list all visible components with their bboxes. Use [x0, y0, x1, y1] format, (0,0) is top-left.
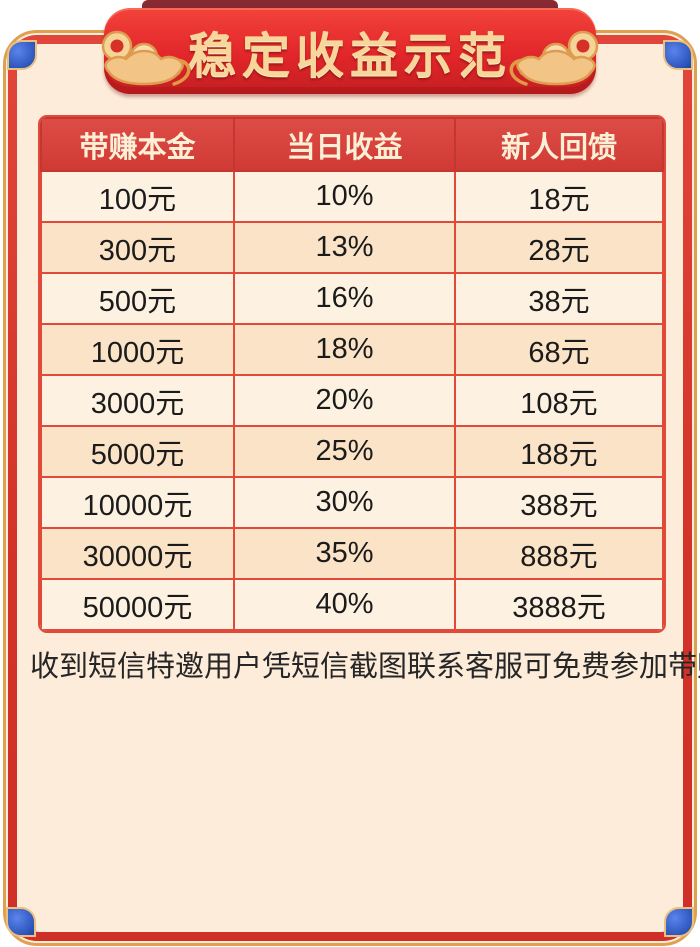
earnings-table: 带赚本金 当日收益 新人回馈 100元 10% 18元 300元 13% 28元… — [38, 115, 666, 633]
table-row: 10000元 30% 388元 — [40, 476, 664, 529]
cell-rate: 13% — [233, 221, 456, 274]
cell-rate: 25% — [233, 425, 456, 478]
col-header-principal: 带赚本金 — [40, 117, 235, 172]
cell-rate: 10% — [233, 170, 456, 223]
title-banner: 稳定收益示范 — [50, 0, 650, 108]
col-header-daily-return: 当日收益 — [233, 117, 456, 172]
cell-bonus: 3888元 — [454, 578, 664, 631]
table-header-row: 带赚本金 当日收益 新人回馈 — [40, 117, 664, 172]
cell-principal: 300元 — [40, 221, 235, 274]
table-row: 1000元 18% 68元 — [40, 323, 664, 376]
corner-leaf-ornament — [6, 907, 36, 937]
cell-rate: 20% — [233, 374, 456, 427]
cell-principal: 5000元 — [40, 425, 235, 478]
cell-principal: 10000元 — [40, 476, 235, 529]
table-row: 300元 13% 28元 — [40, 221, 664, 274]
cell-principal: 3000元 — [40, 374, 235, 427]
banner-plate: 稳定收益示范 — [104, 8, 596, 94]
table-row: 5000元 25% 188元 — [40, 425, 664, 478]
cell-bonus: 28元 — [454, 221, 664, 274]
corner-leaf-ornament — [664, 907, 694, 937]
gold-ingot-icon — [101, 30, 191, 86]
cell-principal: 100元 — [40, 170, 235, 223]
cell-bonus: 18元 — [454, 170, 664, 223]
cell-bonus: 188元 — [454, 425, 664, 478]
banner-title: 稳定收益示范 — [187, 30, 512, 83]
cell-rate: 35% — [233, 527, 456, 580]
cell-principal: 1000元 — [40, 323, 235, 376]
gold-ingot-icon — [509, 30, 599, 86]
table-row: 30000元 35% 888元 — [40, 527, 664, 580]
cell-bonus: 888元 — [454, 527, 664, 580]
cell-principal: 30000元 — [40, 527, 235, 580]
cell-rate: 30% — [233, 476, 456, 529]
table-row: 500元 16% 38元 — [40, 272, 664, 325]
cell-bonus: 38元 — [454, 272, 664, 325]
cell-rate: 16% — [233, 272, 456, 325]
cell-rate: 40% — [233, 578, 456, 631]
footnote: 收到短信特邀用户凭短信截图联系客服可免费参加带赚。 — [30, 651, 700, 683]
col-header-newcomer-bonus: 新人回馈 — [454, 117, 664, 172]
cell-principal: 500元 — [40, 272, 235, 325]
table-row: 50000元 40% 3888元 — [40, 578, 664, 631]
cell-rate: 18% — [233, 323, 456, 376]
corner-leaf-ornament — [663, 40, 693, 70]
cell-bonus: 388元 — [454, 476, 664, 529]
cell-principal: 50000元 — [40, 578, 235, 631]
table-row: 100元 10% 18元 — [40, 170, 664, 223]
corner-leaf-ornament — [7, 40, 37, 70]
cell-bonus: 108元 — [454, 374, 664, 427]
cell-bonus: 68元 — [454, 323, 664, 376]
table-row: 3000元 20% 108元 — [40, 374, 664, 427]
